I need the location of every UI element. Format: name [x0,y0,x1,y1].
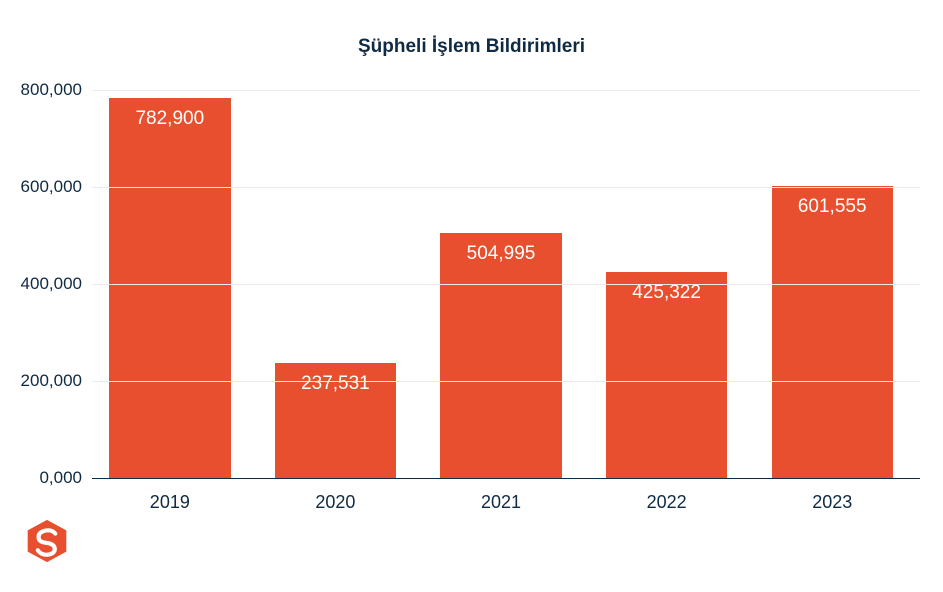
y-tick-label: 600,000 [21,177,92,197]
bar-value-label: 425,322 [632,282,701,304]
x-tick-label: 2023 [812,478,852,513]
x-tick-label: 2019 [150,478,190,513]
y-tick-label: 400,000 [21,274,92,294]
bar: 782,900 [109,98,230,478]
y-tick-label: 200,000 [21,371,92,391]
gridline [92,187,920,188]
y-tick-label: 0,000 [39,468,92,488]
bar-value-label: 782,900 [135,108,204,130]
brand-logo-icon [24,518,70,564]
gridline [92,381,920,382]
chart-title: Şüpheli İşlem Bildirimleri [0,36,943,58]
y-tick-label: 800,000 [21,80,92,100]
bar: 425,322 [606,272,727,478]
x-tick-label: 2020 [315,478,355,513]
bar-value-label: 504,995 [467,243,536,265]
bar: 601,555 [772,186,893,478]
plot-area: 782,9002019237,5312020504,9952021425,322… [92,90,920,478]
bar-value-label: 601,555 [798,196,867,218]
bar-value-label: 237,531 [301,373,370,395]
gridline [92,284,920,285]
x-tick-label: 2022 [647,478,687,513]
gridline [92,90,920,91]
x-tick-label: 2021 [481,478,521,513]
axis-baseline [92,478,920,479]
chart-container: Şüpheli İşlem Bildirimleri 782,900201923… [0,0,943,592]
bar: 504,995 [440,233,561,478]
